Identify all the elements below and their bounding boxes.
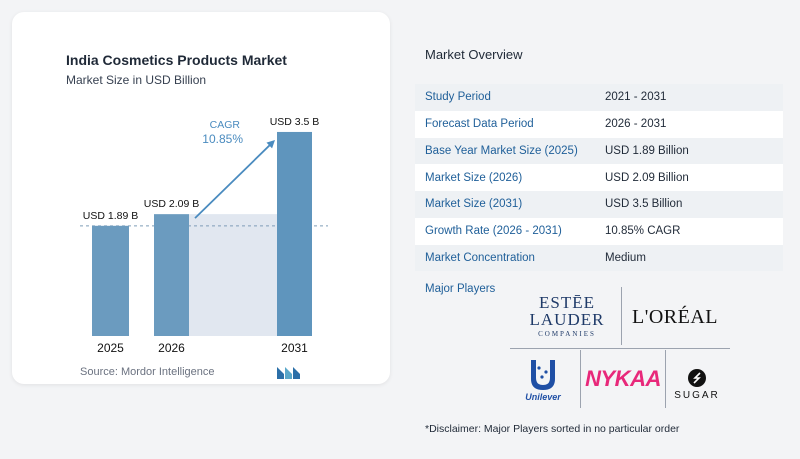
overview-title: Market Overview (425, 47, 523, 62)
chart-title: India Cosmetics Products Market (66, 52, 287, 68)
table-row: Base Year Market Size (2025) USD 1.89 Bi… (415, 137, 783, 165)
row-value: Medium (595, 244, 783, 272)
row-value: USD 3.5 Billion (595, 191, 783, 218)
nykaa-logo: NYKAA (582, 362, 664, 396)
loreal-logo: L'ORÉAL (625, 300, 725, 334)
table-row: Market Size (2031) USD 3.5 Billion (415, 191, 783, 218)
row-label: Growth Rate (2026 - 2031) (415, 217, 595, 245)
table-row: Market Size (2026) USD 2.09 Billion (415, 164, 783, 191)
row-label: Study Period (415, 84, 595, 111)
sugar-text: SUGAR (674, 390, 720, 401)
overview-table: Study Period 2021 - 2031 Forecast Data P… (415, 84, 783, 272)
data-label: USD 3.5 B (270, 116, 320, 128)
chart-subtitle: Market Size in USD Billion (66, 73, 207, 87)
nykaa-text: NYKAA (585, 366, 661, 391)
row-value: 10.85% CAGR (595, 217, 783, 245)
row-label: Base Year Market Size (2025) (415, 137, 595, 165)
cagr-arrow (194, 143, 272, 219)
sugar-logo: SUGAR (672, 364, 722, 406)
source-note: Source: Mordor Intelligence (80, 366, 215, 378)
bar-2026 (154, 214, 189, 336)
sugar-emblem-icon (688, 369, 706, 387)
row-label: Market Size (2031) (415, 191, 595, 218)
data-label: USD 1.89 B (83, 210, 138, 222)
table-row: Forecast Data Period 2026 - 2031 (415, 110, 783, 138)
estee-lauder-logo: ESTĒE LAUDER COMPANIES (518, 288, 616, 344)
x-tick-label: 2025 (97, 341, 124, 355)
row-value: 2021 - 2031 (595, 84, 783, 111)
unilever-logo: Unilever (512, 352, 574, 408)
table-row: Market Concentration Medium (415, 244, 783, 272)
estee-lauder-line1: ESTĒE (539, 293, 595, 312)
bar-2031 (277, 131, 312, 336)
row-label: Market Size (2026) (415, 164, 595, 191)
major-players-label: Major Players (425, 283, 496, 295)
mordor-logo-icon (277, 367, 300, 379)
loreal-text: L'ORÉAL (632, 305, 718, 328)
x-tick-label: 2026 (158, 341, 185, 355)
row-label: Forecast Data Period (415, 110, 595, 138)
row-value: USD 2.09 Billion (595, 164, 783, 191)
row-value: USD 1.89 Billion (595, 137, 783, 165)
table-row: Growth Rate (2026 - 2031) 10.85% CAGR (415, 217, 783, 245)
table-row: Study Period 2021 - 2031 (415, 84, 783, 111)
unilever-text: Unilever (525, 392, 561, 402)
unilever-u-icon (531, 360, 555, 390)
data-label: USD 2.09 B (144, 198, 199, 210)
row-value: 2026 - 2031 (595, 110, 783, 138)
estee-lauder-line2: LAUDER (529, 310, 605, 329)
bar-chart: USD 1.89 B USD 2.09 B USD 3.5 B 2025 2026 20… (80, 116, 328, 355)
estee-lauder-line3: COMPANIES (538, 330, 596, 338)
disclaimer: *Disclaimer: Major Players sorted in no … (425, 423, 680, 435)
bar-2025 (92, 225, 129, 336)
cagr-arrowhead (266, 139, 275, 149)
x-tick-label: 2031 (281, 341, 308, 355)
cagr-label: CAGR (210, 119, 241, 131)
logo-divider (510, 348, 730, 349)
growth-shade (189, 214, 277, 336)
logo-divider (665, 350, 666, 408)
row-label: Market Concentration (415, 244, 595, 272)
logo-divider (580, 350, 581, 408)
logo-divider (621, 287, 622, 345)
cagr-value: 10.85% (202, 132, 243, 146)
